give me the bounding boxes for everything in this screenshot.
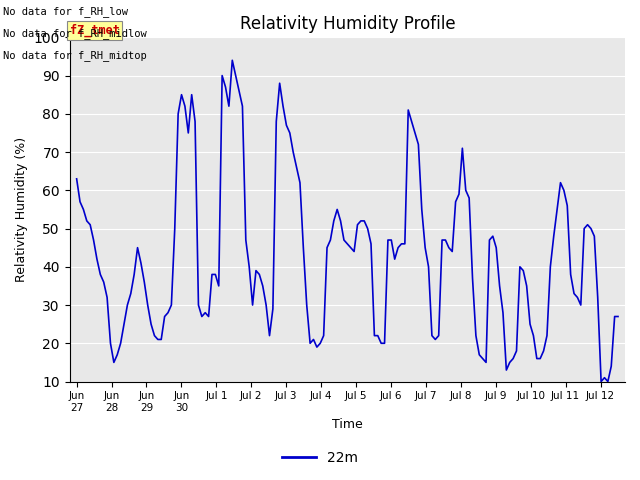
X-axis label: Time: Time [332, 419, 363, 432]
Y-axis label: Relativity Humidity (%): Relativity Humidity (%) [15, 137, 28, 282]
Text: No data for f_RH_midlow: No data for f_RH_midlow [3, 28, 147, 39]
Text: fZ_tmet: fZ_tmet [70, 24, 120, 37]
Text: No data for f_RH_low: No data for f_RH_low [3, 6, 128, 17]
Title: Relativity Humidity Profile: Relativity Humidity Profile [239, 15, 455, 33]
Text: No data for f_RH_midtop: No data for f_RH_midtop [3, 49, 147, 60]
Legend: 22m: 22m [276, 445, 364, 471]
